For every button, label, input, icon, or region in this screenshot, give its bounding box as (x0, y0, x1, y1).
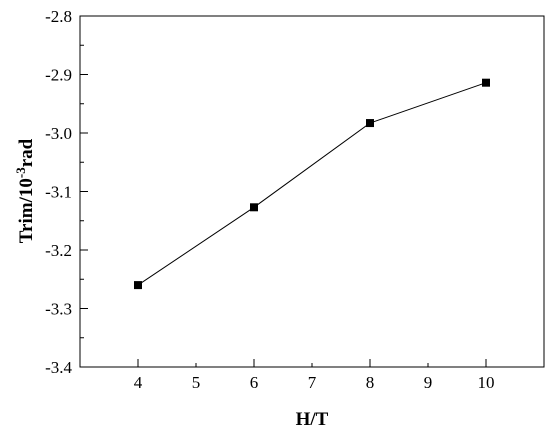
y-tick-label: -3.1 (45, 183, 72, 202)
y-tick-label: -3.3 (45, 300, 72, 319)
y-tick-label: -2.8 (45, 7, 72, 26)
data-point (482, 78, 490, 87)
y-axis-title-suffix: rad (16, 138, 37, 167)
x-axis: 4 5 6 7 8 9 10 (134, 359, 495, 392)
x-tick-label: 9 (424, 373, 433, 392)
y-axis-title-prefix: Trim/10 (16, 178, 37, 243)
y-tick-label: -3.4 (45, 358, 72, 377)
y-axis-title-superscript: -3 (13, 167, 28, 178)
x-tick-label: 6 (250, 373, 259, 392)
x-tick-label: 8 (366, 373, 375, 392)
data-point (250, 203, 258, 212)
x-axis-title: H/T (296, 409, 329, 430)
series-line (137, 82, 487, 286)
x-tick-label: 10 (478, 373, 495, 392)
data-point (134, 281, 142, 290)
y-tick-label: -3.0 (45, 124, 72, 143)
data-point (366, 119, 374, 128)
x-tick-label: 4 (134, 373, 143, 392)
series-group (134, 78, 490, 290)
plot-frame (79, 15, 545, 368)
y-tick-label: -2.9 (45, 66, 72, 85)
y-tick-label: -3.2 (45, 241, 72, 260)
x-tick-label: 5 (192, 373, 201, 392)
y-axis: -2.8 -2.9 -3.0 -3.1 -3.2 -3.3 -3.4 (45, 7, 88, 377)
x-tick-label: 7 (308, 373, 317, 392)
y-axis-title: Trim/10-3rad (13, 138, 37, 243)
